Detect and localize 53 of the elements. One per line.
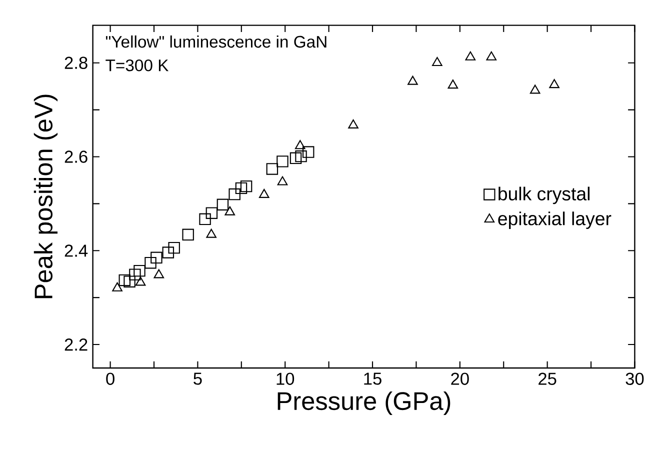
point — [295, 150, 307, 162]
point — [129, 268, 141, 280]
point — [206, 207, 218, 219]
y-tick-label: 2.6 — [64, 150, 88, 163]
point — [432, 56, 442, 66]
point — [302, 146, 314, 158]
point — [144, 256, 156, 269]
point — [150, 252, 162, 264]
point — [486, 51, 497, 60]
point — [294, 140, 306, 150]
point — [162, 246, 174, 258]
point — [235, 182, 248, 194]
point — [216, 198, 229, 210]
point — [135, 276, 146, 286]
x-tick-label: 25 — [538, 372, 556, 385]
point — [448, 80, 458, 89]
point — [549, 79, 560, 88]
point — [118, 274, 130, 286]
point — [206, 228, 216, 238]
y-axis-title: Peak position (eV) — [34, 94, 58, 298]
x-tick-label: 15 — [364, 372, 382, 385]
x-tick-label: 30 — [626, 372, 644, 385]
point — [154, 269, 164, 278]
annotation: "Yellow" luminescence in GaN — [106, 35, 326, 48]
point — [168, 242, 180, 254]
point — [465, 51, 476, 60]
point — [112, 282, 122, 292]
y-tick-label: 2.4 — [64, 244, 88, 257]
point — [124, 276, 136, 288]
x-axis-title: Pressure (GPa) — [278, 391, 450, 416]
point — [228, 188, 240, 200]
point — [258, 188, 270, 198]
point — [266, 163, 278, 175]
y-tick-label: 2.2 — [64, 338, 88, 351]
legend-label: bulk crystal — [498, 186, 590, 204]
x-tick-label: 10 — [276, 372, 294, 385]
point — [182, 228, 194, 241]
point — [240, 180, 252, 192]
point — [224, 206, 236, 216]
legend-label: epitaxial layer — [498, 212, 612, 229]
x-tick-label: 0 — [106, 372, 114, 385]
point — [530, 84, 540, 94]
point — [348, 119, 358, 128]
point — [199, 213, 211, 226]
x-tick-label: 5 — [194, 372, 202, 385]
point — [408, 76, 418, 85]
y-tick-label: 2.8 — [64, 56, 88, 69]
point — [276, 156, 288, 168]
annotation: T=300 K — [106, 59, 169, 72]
point — [290, 152, 302, 164]
point — [134, 264, 146, 277]
x-tick-label: 20 — [451, 372, 469, 385]
point — [277, 176, 288, 186]
